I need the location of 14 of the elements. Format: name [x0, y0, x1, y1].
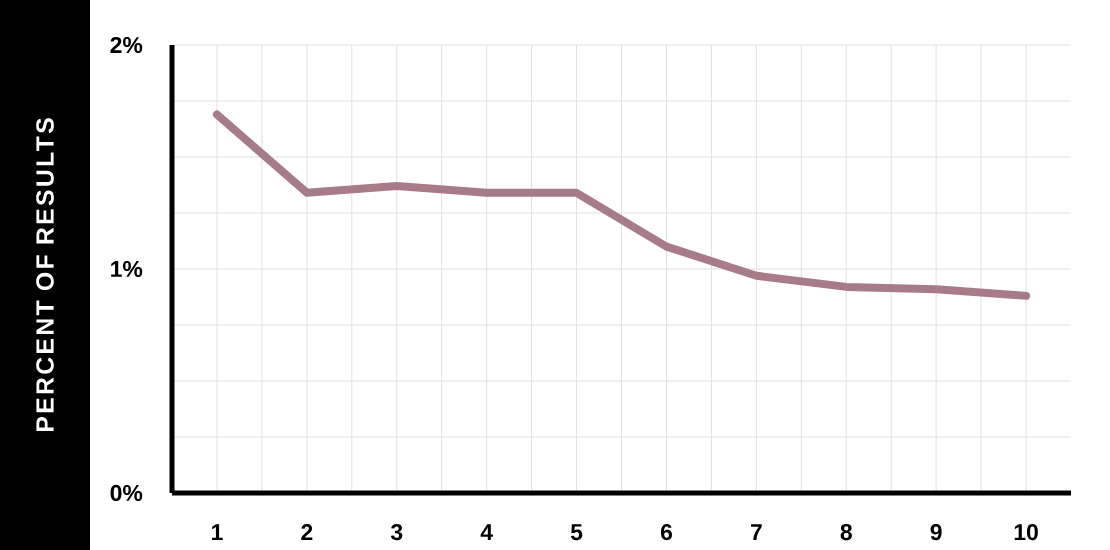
y-tick-label: 1% — [111, 260, 143, 278]
x-tick-label: 1 — [212, 524, 223, 540]
x-tick-label: 10 — [1014, 523, 1038, 541]
x-tick-label: 5 — [570, 524, 583, 541]
y-tick-label: 0% — [110, 484, 143, 502]
x-tick-label: 4 — [480, 524, 493, 540]
x-tick-label: 7 — [750, 524, 762, 540]
y-tick-label: 2% — [110, 36, 143, 54]
y-axis-title: PERCENT OF RESULTS — [36, 118, 54, 432]
x-tick-label: 2 — [301, 523, 313, 540]
x-tick-label: 3 — [390, 523, 403, 541]
x-tick-label: 9 — [930, 523, 942, 541]
x-tick-label: 6 — [660, 523, 673, 541]
x-tick-label: 8 — [840, 523, 852, 541]
